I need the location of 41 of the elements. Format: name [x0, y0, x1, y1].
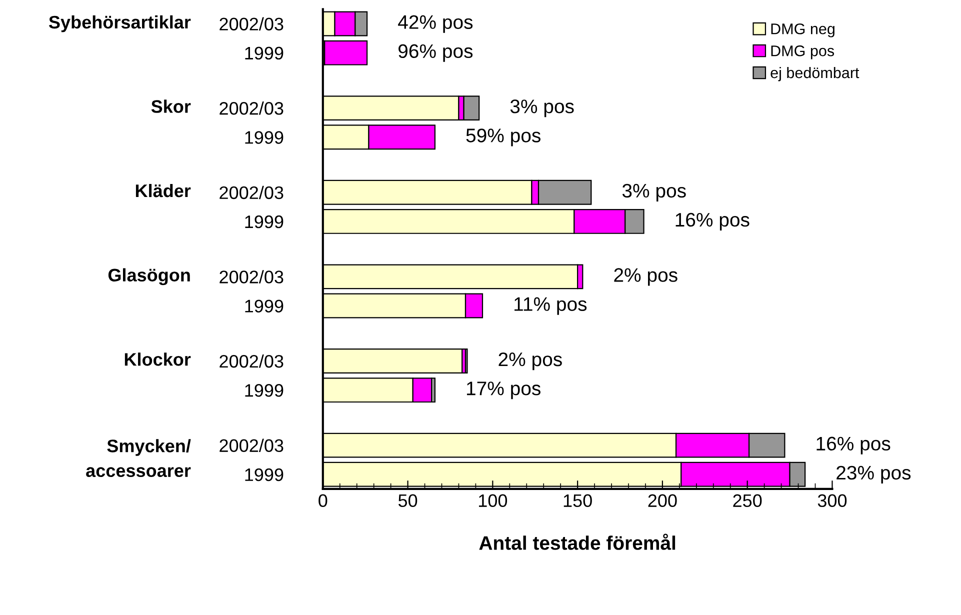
x-tick-label: 250 — [733, 494, 762, 508]
annotation: 3% pos — [622, 184, 686, 202]
y-tick-label: 1999 — [245, 46, 284, 60]
text: Smycken/ accessoarer — [86, 439, 191, 478]
annotation: 42% pos — [398, 15, 473, 33]
y-tick-label: 2002/03 — [220, 354, 284, 368]
legend-label: DMG neg — [771, 23, 834, 38]
y-tick-label: 2002/03 — [220, 186, 284, 200]
legend-label: ej bedömbart — [770, 66, 860, 82]
text: Sybehörsartiklar — [48, 15, 191, 32]
y-tick-label: 1999 — [245, 300, 284, 312]
x-tick-label: 300 — [818, 494, 847, 508]
x-tick-label: 100 — [478, 494, 508, 508]
y-tick-label: 1999 — [245, 215, 284, 228]
annotation: 16% pos — [816, 436, 890, 454]
text: Kläder — [136, 184, 191, 198]
x-tick-label: 150 — [564, 494, 592, 508]
annotation: 11% pos — [514, 297, 587, 315]
y-tick-label: 2002/03 — [220, 270, 284, 284]
annotation: 23% pos — [836, 466, 911, 484]
annotation: 3% pos — [510, 100, 574, 118]
x-tick-label: 50 — [398, 494, 418, 508]
y-tick-label: 1999 — [245, 384, 284, 397]
text: Klockor — [124, 352, 191, 366]
annotation: 2% pos — [498, 352, 562, 370]
annotation: 59% pos — [466, 128, 540, 146]
legend-label: DMG pos — [771, 45, 834, 60]
y-tick-label: 1999 — [245, 468, 284, 482]
x-tick-label: 0 — [318, 494, 328, 508]
x-tick-label: 200 — [648, 494, 677, 508]
y-tick-label: 2002/03 — [220, 438, 284, 452]
annotation: 16% pos — [676, 212, 750, 231]
annotation: 2% pos — [614, 268, 678, 286]
y-tick-label: 2002/03 — [220, 17, 284, 30]
text: Skor — [151, 100, 191, 113]
annotation: 96% pos — [398, 44, 473, 62]
x-axis-title: Antal testade föremål — [479, 534, 676, 550]
y-tick-label: 1999 — [245, 131, 284, 144]
y-tick-label: 2002/03 — [220, 102, 284, 115]
annotation: 17% pos — [466, 382, 540, 400]
text: Glasögon — [108, 268, 190, 286]
